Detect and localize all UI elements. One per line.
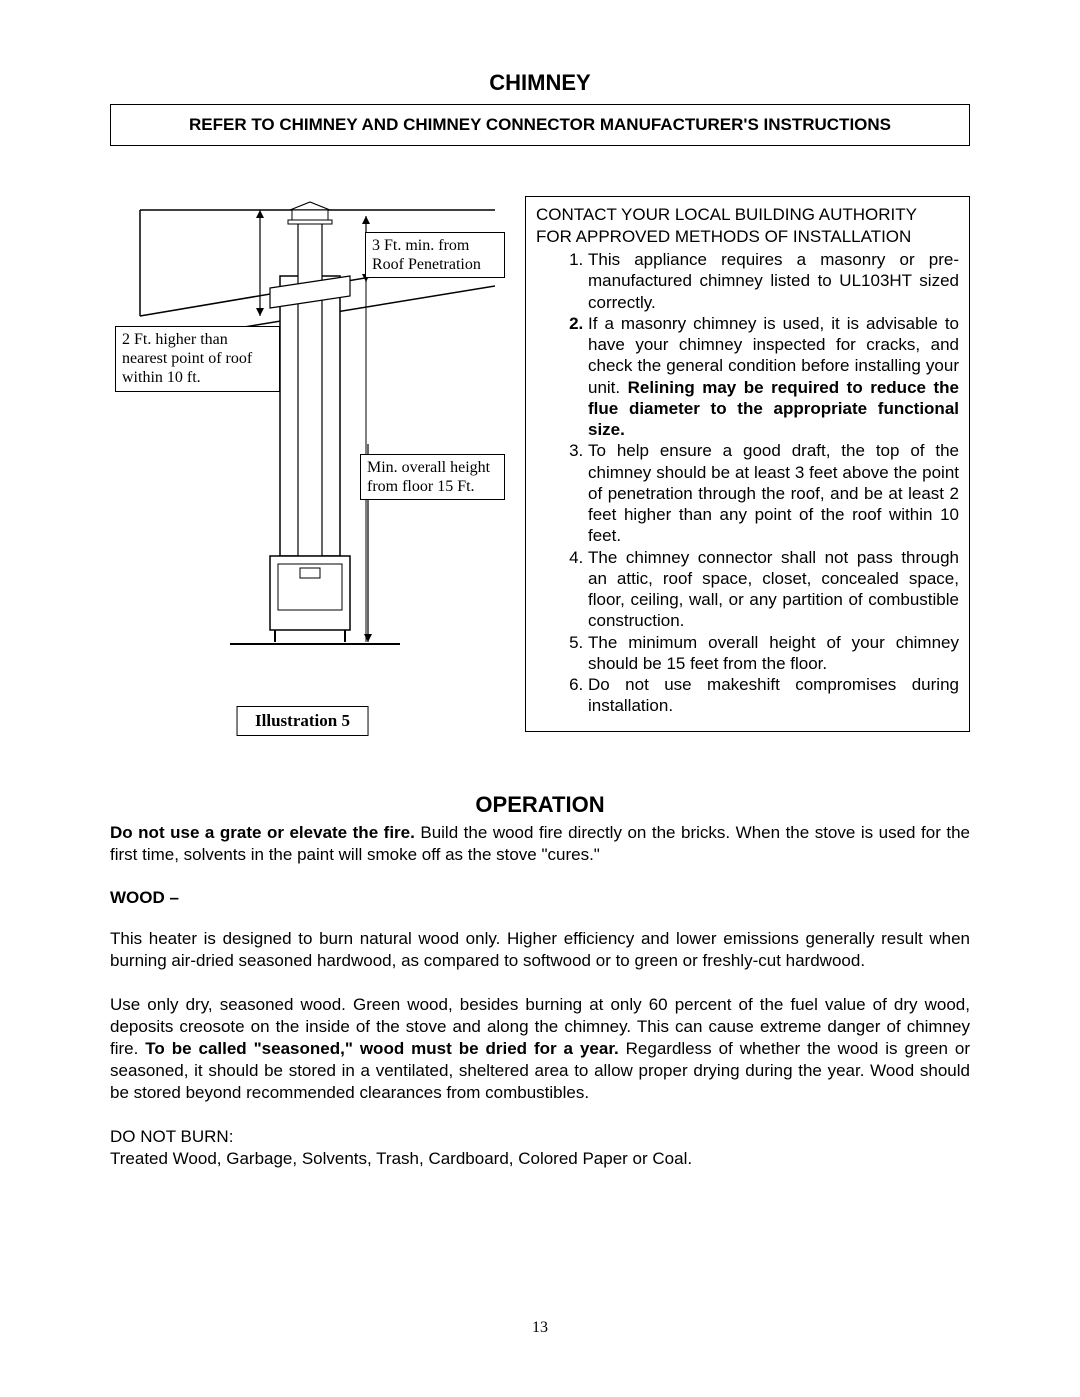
callout-2ft: 2 Ft. higher than nearest point of roof … bbox=[115, 326, 280, 392]
callout-3ft: 3 Ft. min. from Roof Penetration bbox=[365, 232, 505, 278]
info-item-3: To help ensure a good draft, the top of … bbox=[588, 440, 959, 546]
info-list: This appliance requires a masonry or pre… bbox=[536, 249, 959, 717]
info-item-1: This appliance requires a masonry or pre… bbox=[588, 249, 959, 313]
operation-title: OPERATION bbox=[110, 792, 970, 818]
refer-box: REFER TO CHIMNEY AND CHIMNEY CONNECTOR M… bbox=[110, 104, 970, 146]
info-lead1: CONTACT YOUR LOCAL BUILDING AUTHORITY bbox=[536, 205, 959, 225]
info-item-2-bold: Relining may be required to reduce the f… bbox=[588, 378, 959, 440]
wood-heading: WOOD – bbox=[110, 888, 970, 908]
wood-p2-bold: To be called "seasoned," wood must be dr… bbox=[145, 1039, 618, 1058]
operation-intro: Do not use a grate or elevate the fire. … bbox=[110, 822, 970, 866]
info-item-4: The chimney connector shall not pass thr… bbox=[588, 547, 959, 632]
wood-p2: Use only dry, seasoned wood. Green wood,… bbox=[110, 994, 970, 1104]
info-item-5: The minimum overall height of your chimn… bbox=[588, 632, 959, 675]
do-not-label: DO NOT BURN: bbox=[110, 1126, 970, 1148]
info-lead2: FOR APPROVED METHODS OF INSTALLATION bbox=[536, 227, 959, 247]
chimney-two-col: 3 Ft. min. from Roof Penetration 2 Ft. h… bbox=[110, 196, 970, 732]
callout-15ft: Min. overall height from floor 15 Ft. bbox=[360, 454, 505, 500]
page-number: 13 bbox=[0, 1319, 1080, 1337]
info-box: CONTACT YOUR LOCAL BUILDING AUTHORITY FO… bbox=[525, 196, 970, 732]
info-item-2: If a masonry chimney is used, it is advi… bbox=[588, 313, 959, 441]
info-item-6: Do not use makeshift compromises during … bbox=[588, 674, 959, 717]
do-not-list: Treated Wood, Garbage, Solvents, Trash, … bbox=[110, 1148, 970, 1170]
illustration-column: 3 Ft. min. from Roof Penetration 2 Ft. h… bbox=[110, 196, 495, 732]
do-not-burn: DO NOT BURN: Treated Wood, Garbage, Solv… bbox=[110, 1126, 970, 1170]
wood-p1: This heater is designed to burn natural … bbox=[110, 928, 970, 972]
illustration-caption: Illustration 5 bbox=[236, 706, 369, 736]
chimney-title: CHIMNEY bbox=[110, 70, 970, 96]
operation-intro-bold: Do not use a grate or elevate the fire. bbox=[110, 823, 415, 842]
